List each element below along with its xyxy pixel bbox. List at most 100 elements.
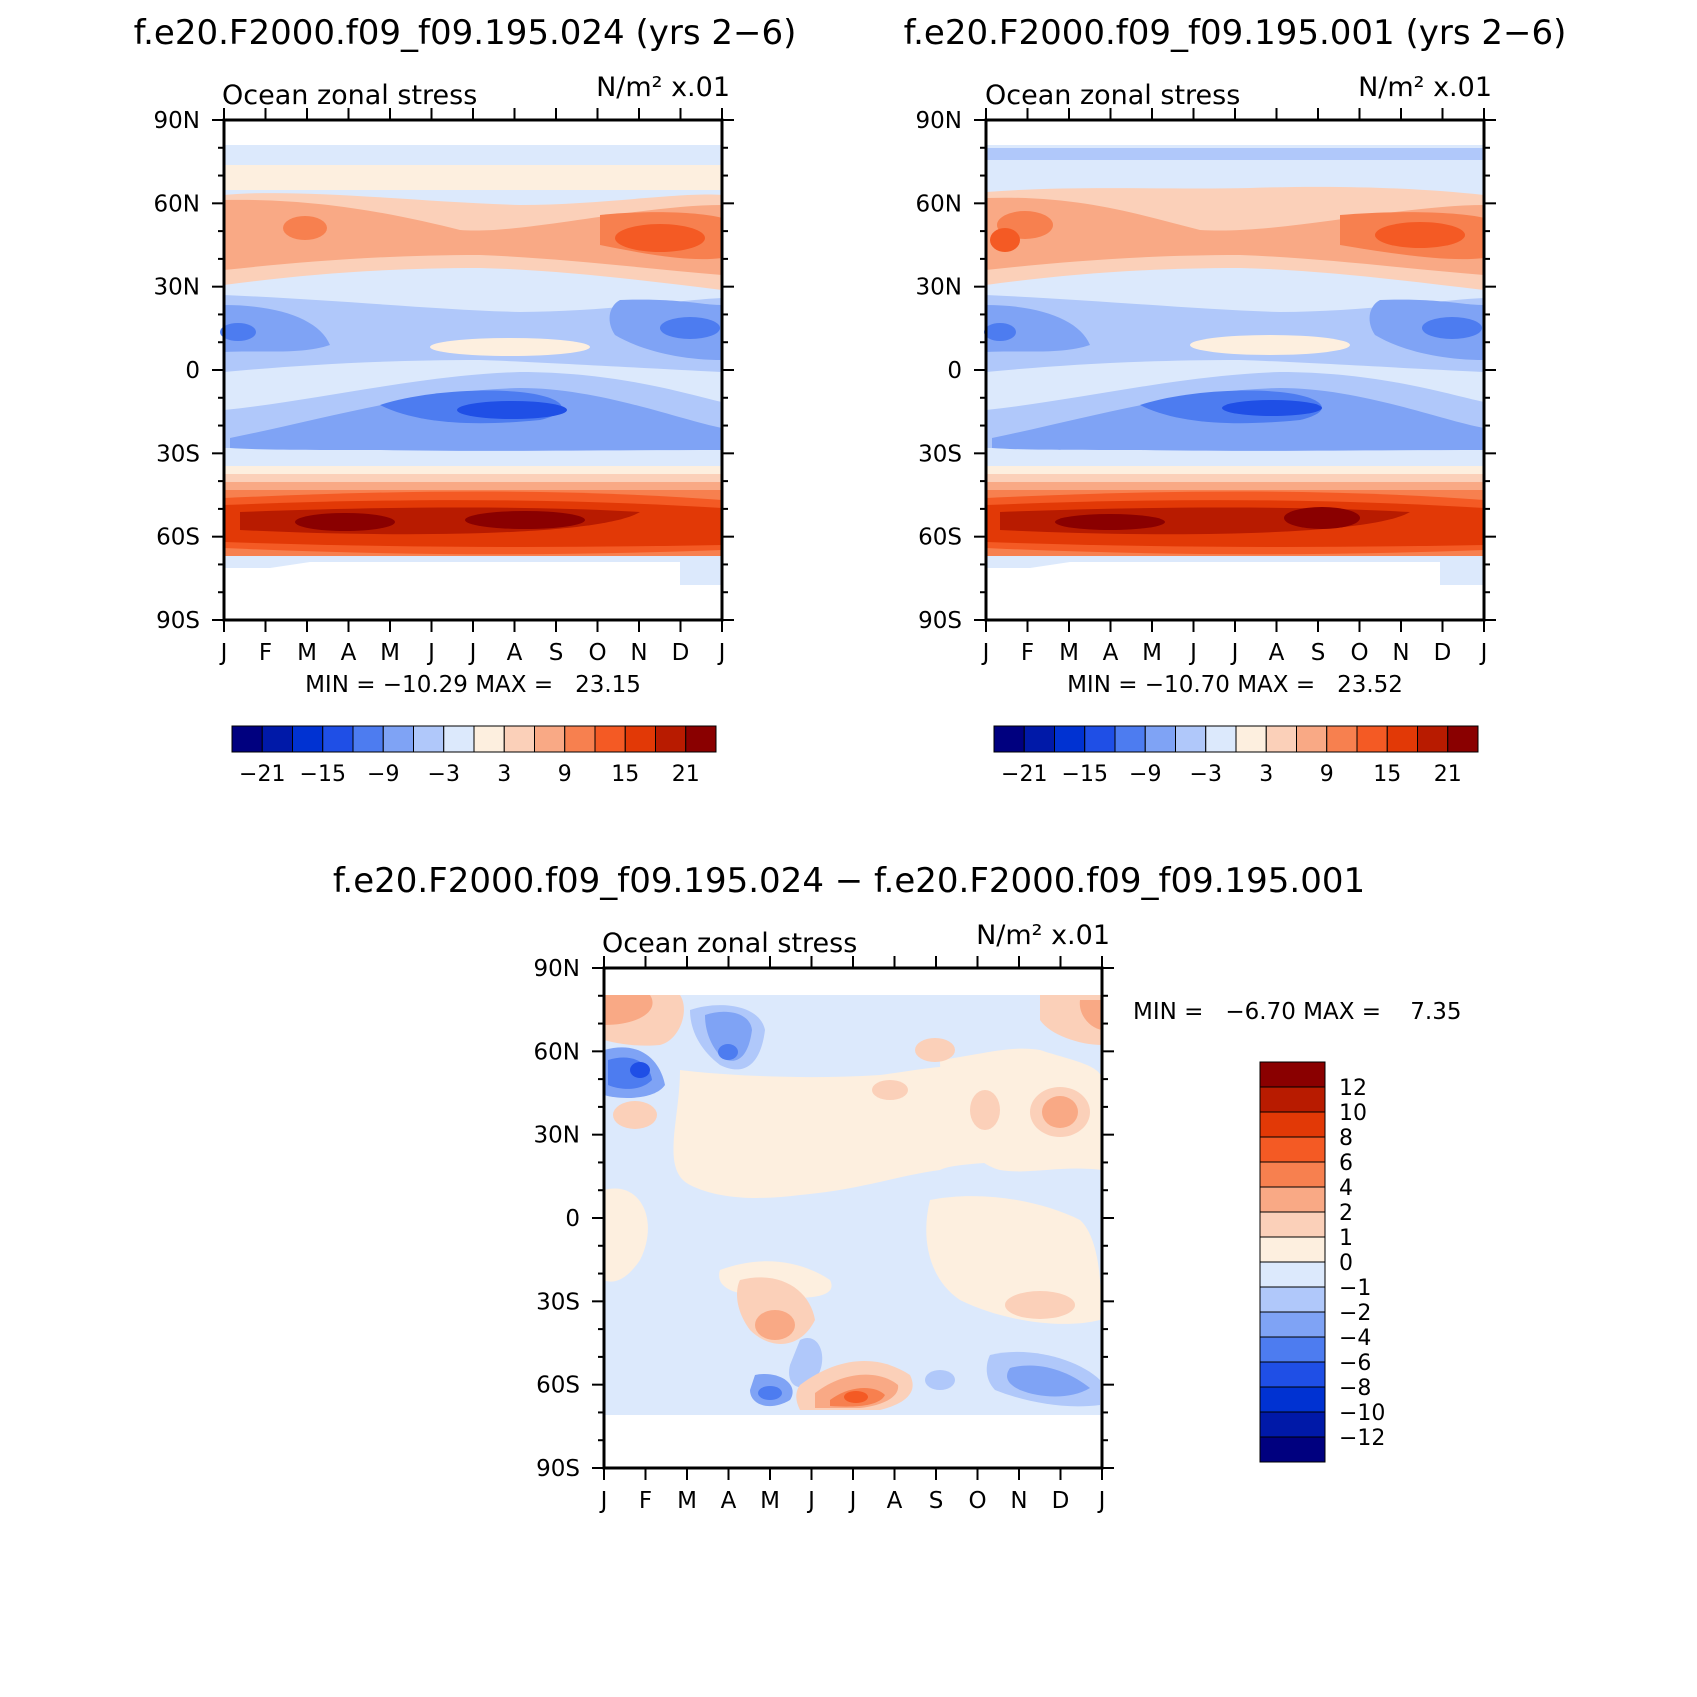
colorbar-swatch [473,725,505,753]
panel-2-field-label: Ocean zonal stress [985,80,1240,111]
colorbar-label: 21 [1434,762,1462,787]
colorbar-swatch [292,725,324,753]
field-band [1079,1000,1102,1030]
colorbar-swatch [1259,1111,1326,1138]
colorbar-label: −3 [428,762,460,787]
x-tick-label: S [929,1488,944,1514]
colorbar-label: −12 [1339,1426,1385,1451]
panel-2-colorbar: −21 −15 −9 −3 3 9 15 21 [993,725,1479,787]
colorbar-label: 12 [1339,1076,1367,1101]
field-band [915,1038,955,1062]
colorbar-swatch [1259,1336,1326,1363]
x-tick-label: M [760,1488,780,1514]
colorbar-label: 15 [1373,762,1401,787]
colorbar-label: 2 [1339,1201,1353,1226]
colorbar-swatch [1084,725,1116,753]
colorbar-swatch [1259,1186,1326,1213]
x-tick-label: J [1230,640,1239,666]
colorbar-swatch [993,725,1025,753]
colorbar-label: −21 [1001,762,1047,787]
x-tick-label: N [1010,1488,1027,1514]
field-band [613,1101,657,1129]
colorbar-swatch [1259,1211,1326,1238]
panel-2-units-label: N/m² x.01 [1358,72,1492,103]
panel-1-field-label: Ocean zonal stress [222,80,477,111]
panel-3-title: f.e20.F2000.f09_f09.195.024 − f.e20.F200… [333,861,1365,901]
x-tick-label: J [717,640,726,666]
colorbar-swatch [1259,1161,1326,1188]
land-mask [224,120,722,145]
colorbar-swatch [352,725,384,753]
colorbar-label: 3 [1259,762,1273,787]
x-tick-label: M [297,640,317,666]
colorbar-label: −6 [1339,1351,1371,1376]
colorbar-swatch [1259,1136,1326,1163]
x-tick-label: O [1350,640,1368,666]
field-band [224,165,722,190]
colorbar-swatch [1259,1061,1326,1088]
colorbar-label: −3 [1190,762,1222,787]
colorbar-label: −9 [1129,762,1161,787]
y-tick-label: 90S [156,608,200,634]
land-mask [224,562,680,585]
y-tick-label: 30S [156,441,200,467]
field-band [283,216,327,240]
panel-1: f.e20.F2000.f09_f09.195.024 (yrs 2−6) Oc… [134,13,797,787]
y-tick-label: 30N [916,275,962,301]
colorbar-label: 9 [1320,762,1334,787]
colorbar-swatch [322,725,354,753]
field-band [604,1188,648,1282]
field-band [986,295,1484,372]
land-mask [604,1440,1102,1467]
x-tick-label: J [426,640,435,666]
x-tick-label: D [672,640,690,666]
y-tick-label: 60N [154,191,200,217]
field-band [1005,1291,1075,1319]
field-band [718,1044,738,1060]
panel-1-units-label: N/m² x.01 [596,72,730,103]
y-tick-label: 90N [534,956,580,982]
y-tick-label: 0 [947,358,962,384]
x-tick-label: N [1392,640,1409,666]
colorbar-label: −4 [1339,1326,1371,1351]
colorbar-label: 4 [1339,1176,1353,1201]
y-tick-label: 90S [918,608,962,634]
colorbar-swatch [1259,1236,1326,1263]
x-tick-label: S [549,640,564,666]
panel-3-field [604,968,1102,1467]
land-mask [986,562,1440,585]
colorbar-swatch [1265,725,1297,753]
colorbar-swatch [1259,1411,1326,1438]
field-band [844,1391,868,1403]
field-band [1422,317,1482,339]
x-tick-label: J [848,1488,857,1514]
land-mask [604,1415,1060,1440]
panel-3: f.e20.F2000.f09_f09.195.024 − f.e20.F200… [333,861,1462,1514]
y-tick-label: 90N [916,108,962,134]
colorbar-swatch [1259,1361,1326,1388]
colorbar-swatch [1356,725,1388,753]
panel-2: f.e20.F2000.f09_f09.195.001 (yrs 2−6) Oc… [904,13,1567,787]
y-tick-label: 60N [534,1039,580,1065]
colorbar-swatch [382,725,414,753]
y-tick-label: 60S [536,1373,580,1399]
x-tick-label: F [259,640,272,666]
land-mask [986,585,1484,621]
field-band [758,1386,782,1400]
field-band [755,1310,795,1340]
colorbar-label: −8 [1339,1376,1371,1401]
colorbar-swatch [1054,725,1086,753]
y-tick-label: 90S [536,1456,580,1482]
colorbar-swatch [1114,725,1146,753]
colorbar-label: −21 [239,762,285,787]
x-tick-label: M [1142,640,1162,666]
field-band [630,1062,650,1078]
colorbar-label: 10 [1339,1101,1367,1126]
field-band [970,1090,1000,1130]
field-band [224,305,330,352]
colorbar-swatch [1386,725,1418,753]
colorbar-swatch [1326,725,1358,753]
colorbar-swatch [1175,725,1207,753]
x-tick-label: S [1311,640,1326,666]
